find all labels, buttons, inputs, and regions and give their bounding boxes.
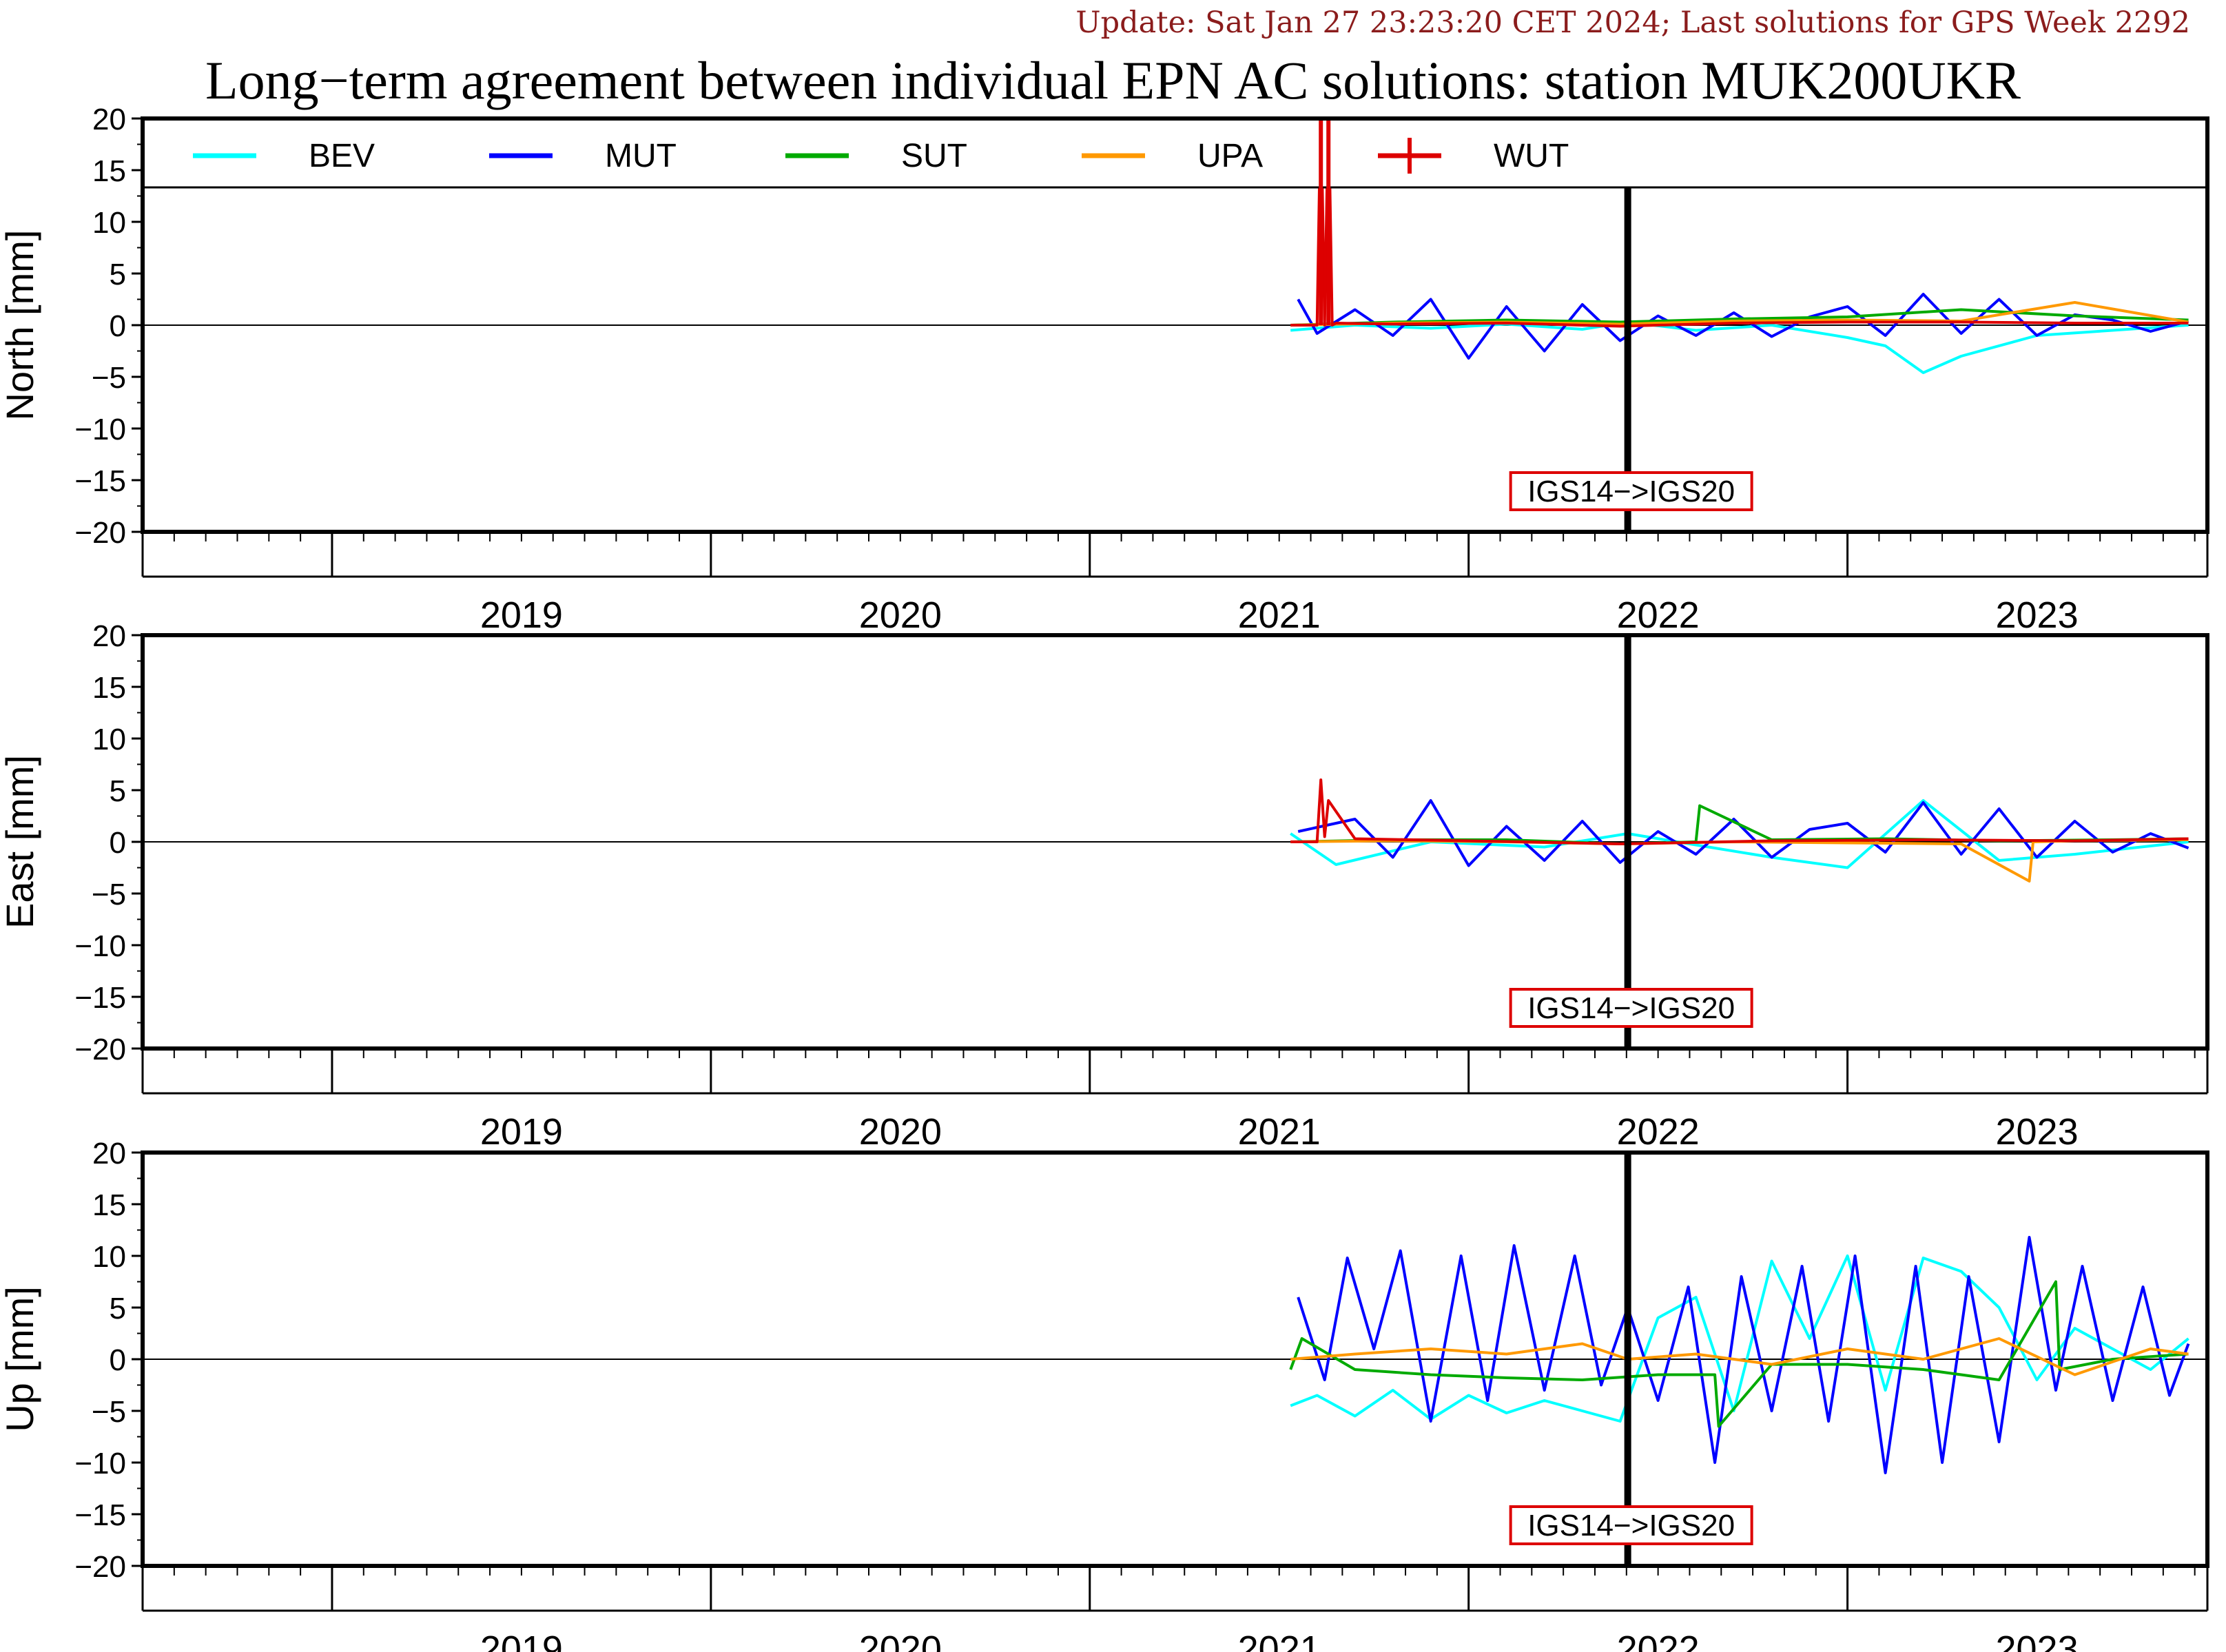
y-tick-label: −20: [74, 1550, 126, 1584]
year-label: 2021: [1238, 1111, 1321, 1153]
y-tick-label: −5: [92, 1395, 126, 1429]
y-tick-label: 5: [110, 1292, 126, 1325]
series-mut: [1297, 1236, 2190, 1474]
year-label: 2020: [859, 1629, 942, 1652]
year-label: 2023: [1995, 595, 2078, 636]
y-tick-label: 0: [110, 309, 126, 343]
y-tick-label: 0: [110, 826, 126, 860]
year-label: 2021: [1238, 595, 1321, 636]
legend-box: [141, 117, 2209, 189]
y-tick-label: −5: [92, 878, 126, 911]
y-tick-label: −15: [74, 981, 126, 1015]
y-tick-label: 15: [92, 671, 126, 705]
y-axis-label: East [mm]: [0, 755, 41, 929]
update-timestamp: Update: Sat Jan 27 23:23:20 CET 2024; La…: [1075, 6, 2190, 40]
series-upa: [1290, 838, 2189, 882]
legend-label-mut: MUT: [605, 138, 677, 174]
y-tick-label: 15: [92, 1188, 126, 1222]
series-group: [1289, 1236, 2190, 1474]
legend-label-upa: UPA: [1197, 138, 1263, 174]
chart-panel-2: 20 15 10 5 0 −5 −10 −15 −20 East [mm] 2019 2020 2021…: [0, 619, 2209, 1153]
series-mut: [1297, 293, 2189, 360]
y-tick-label: 0: [110, 1343, 126, 1377]
y-tick-label: −15: [74, 464, 126, 498]
year-label: 2019: [480, 595, 563, 636]
y-tick-label: −10: [74, 1447, 126, 1480]
chart-panel-1: 20 15 10 5 0 −5 −10 −15 −20 North [mm] 2019 2020 202…: [0, 103, 2209, 636]
y-tick-label: −10: [74, 413, 126, 446]
plot-frame: [141, 1150, 2209, 1568]
year-label: 2019: [480, 1111, 563, 1153]
y-tick-label: 20: [92, 103, 126, 136]
chart-panel-3: 20 15 10 5 0 −5 −10 −15 −20 Up [mm] 2019 2020 2021 20…: [0, 1137, 2209, 1652]
y-tick-label: 5: [110, 258, 126, 291]
y-axis-label: Up [mm]: [0, 1286, 41, 1432]
legend-label-wut: WUT: [1494, 138, 1569, 174]
y-axis-label: North [mm]: [0, 230, 41, 421]
year-label: 2023: [1995, 1629, 2078, 1652]
series-sut: [1290, 804, 2189, 845]
series-bev: [1290, 799, 2189, 869]
frame-change-box: [1509, 988, 1753, 1028]
frame-change-label: IGS14−>IGS20: [1527, 991, 1735, 1025]
y-tick-label: 10: [92, 723, 126, 756]
y-tick-label: 15: [92, 154, 126, 188]
year-label: 2021: [1238, 1629, 1321, 1652]
y-tick-label: −20: [74, 1033, 126, 1066]
y-tick-label: 20: [92, 1137, 126, 1170]
legend-label-bev: BEV: [309, 138, 375, 174]
year-label: 2020: [859, 595, 942, 636]
y-tick-label: −5: [92, 361, 126, 395]
y-tick-label: −15: [74, 1498, 126, 1532]
year-label: 2019: [480, 1629, 563, 1652]
series-mut: [1297, 799, 2189, 867]
year-label: 2020: [859, 1111, 942, 1153]
frame-change-label: IGS14−>IGS20: [1527, 475, 1735, 508]
series-sut: [1289, 1280, 2189, 1428]
year-label: 2022: [1617, 1629, 1700, 1652]
y-tick-label: 20: [92, 619, 126, 653]
frame-change-box: [1509, 471, 1753, 511]
y-tick-label: −20: [74, 516, 126, 550]
year-label: 2023: [1995, 1111, 2078, 1153]
y-tick-label: 10: [92, 206, 126, 240]
series-bev: [1290, 320, 2189, 374]
year-label: 2022: [1617, 595, 1700, 636]
frame-change-box: [1509, 1505, 1753, 1545]
y-tick-label: −10: [74, 929, 126, 963]
year-label: 2022: [1617, 1111, 1700, 1153]
plot-frame: [141, 633, 2209, 1051]
plot-frame: [141, 116, 2209, 534]
y-tick-label: 5: [110, 774, 126, 808]
legend-label-sut: SUT: [901, 138, 967, 174]
y-tick-label: 10: [92, 1240, 126, 1274]
frame-change-label: IGS14−>IGS20: [1527, 1509, 1735, 1542]
chart-main-title: Long−term agreement between individual E…: [205, 50, 2021, 110]
series-group: [1290, 778, 2189, 882]
series-wut: [1290, 778, 2189, 845]
series-upa: [1290, 1337, 2189, 1376]
